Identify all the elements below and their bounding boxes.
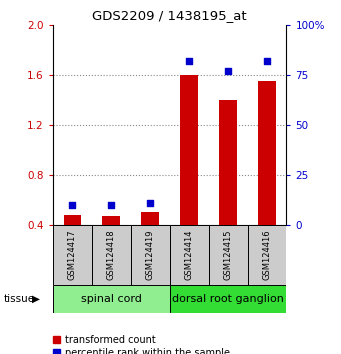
Text: percentile rank within the sample: percentile rank within the sample [65,348,231,354]
Text: GSM124415: GSM124415 [224,230,233,280]
Text: spinal cord: spinal cord [81,294,142,304]
Bar [53,285,170,313]
Bar [103,216,120,225]
Bar [131,225,170,285]
Point [147,200,153,206]
Bar [142,212,159,225]
Bar [219,100,237,225]
Text: GSM124417: GSM124417 [68,229,77,280]
Title: GDS2209 / 1438195_at: GDS2209 / 1438195_at [92,9,247,22]
Point [108,202,114,207]
Text: GSM124418: GSM124418 [107,229,116,280]
Bar [92,225,131,285]
Point [70,202,75,207]
Bar [53,225,92,285]
Bar [248,225,286,285]
Text: ▶: ▶ [32,294,40,304]
Text: GSM124416: GSM124416 [263,229,271,280]
Point [264,58,270,64]
Bar [170,225,209,285]
Bar [209,225,248,285]
Text: tissue: tissue [3,294,34,304]
Bar [180,75,198,225]
Point [187,58,192,64]
Text: GSM124414: GSM124414 [184,230,194,280]
Text: dorsal root ganglion: dorsal root ganglion [172,294,284,304]
Point [225,68,231,74]
Bar [258,81,276,225]
Bar [63,215,81,225]
Text: GSM124419: GSM124419 [146,230,155,280]
Bar [170,285,286,313]
Text: transformed count: transformed count [65,335,156,345]
